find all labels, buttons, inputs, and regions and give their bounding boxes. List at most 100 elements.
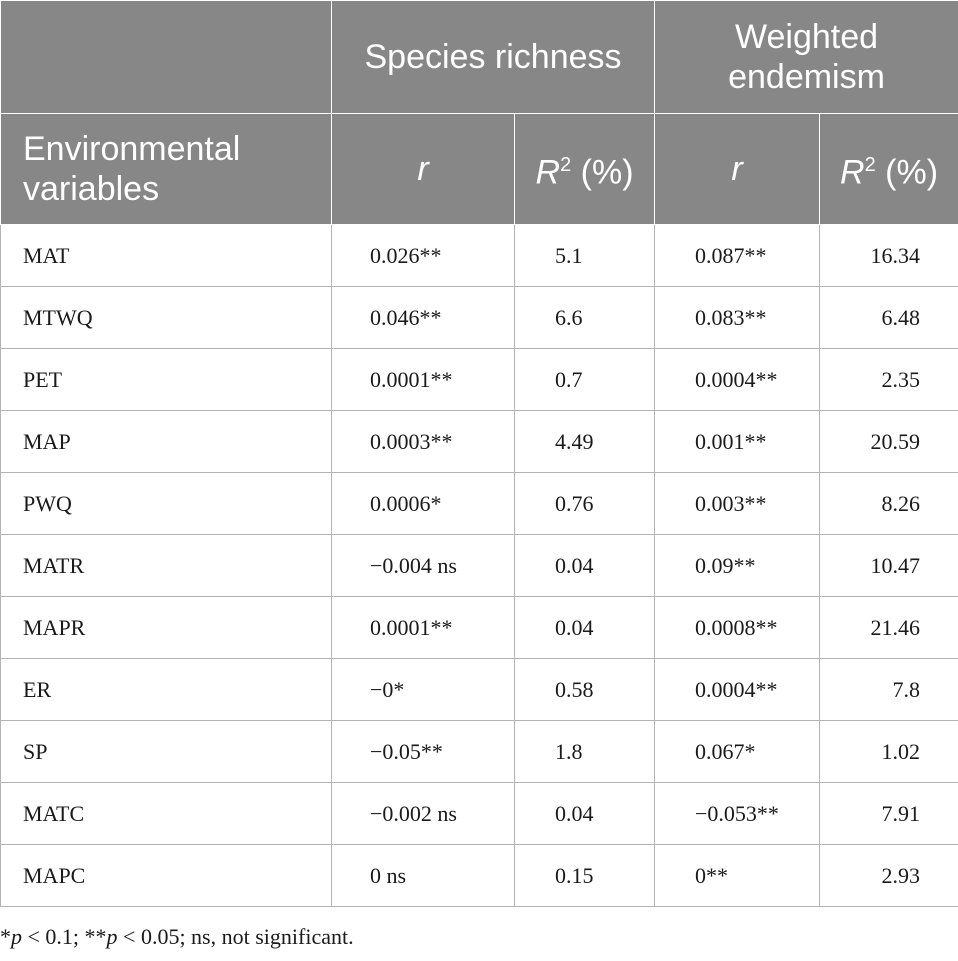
r-species-cell: 0.026**: [331, 224, 515, 287]
r2-species-cell: 1.8: [513, 720, 656, 783]
r2-superscript: 2: [864, 154, 876, 177]
r2-endemism-cell-value: 7.8: [892, 676, 921, 702]
variable-cell: MTWQ: [0, 286, 332, 349]
r2-species-cell: 0.76: [513, 472, 656, 535]
r2-endemism-cell: 10.47: [819, 534, 958, 597]
r2-endemism-cell: 16.34: [819, 224, 958, 287]
r2-species-cell: 0.7: [513, 348, 656, 411]
variable-cell-value: MTWQ: [23, 304, 93, 330]
r2-endemism-cell: 2.35: [819, 348, 958, 411]
r2-superscript: 2: [560, 154, 572, 177]
variable-cell: MATC: [0, 782, 332, 845]
r2-endemism-cell-value: 8.26: [881, 490, 921, 516]
r2-symbol: R: [840, 153, 865, 192]
r-endemism-cell: 0.0008**: [654, 596, 821, 659]
table-row: MAT 0.026** 5.1 0.087** 16.34: [0, 224, 958, 287]
r-endemism-cell: 0.0004**: [654, 348, 821, 411]
header-weighted-endemism: Weighted endemism: [654, 0, 958, 114]
r-endemism-cell-value: 0**: [695, 862, 729, 888]
r-endemism-cell-value: 0.09**: [695, 552, 756, 578]
variable-cell: SP: [0, 720, 332, 783]
r-endemism-cell-value: 0.0008**: [695, 614, 778, 640]
header-r2-endemism: R2 (%): [819, 113, 958, 225]
variable-cell: MAPC: [0, 844, 332, 907]
r-endemism-cell-value: 0.001**: [695, 428, 767, 454]
r-endemism-cell-value: 0.087**: [695, 242, 767, 268]
r-species-cell: 0.046**: [331, 286, 515, 349]
header-row-groups: Species richness Weighted endemism: [0, 0, 958, 114]
r2-species-cell-value: 0.04: [555, 552, 594, 578]
r-species-cell-value: 0.046**: [370, 304, 442, 330]
r-species-cell: 0.0001**: [331, 348, 515, 411]
r2-endemism-cell-value: 2.93: [881, 862, 921, 888]
r-species-cell-value: 0.0006*: [370, 490, 442, 516]
footnote-text-2: < 0.05; ns, not significant.: [117, 924, 354, 949]
table-footnote: *p < 0.1; **p < 0.05; ns, not significan…: [0, 924, 354, 950]
r2-endemism-cell-value: 10.47: [870, 552, 921, 578]
r-species-cell: −0.002 ns: [331, 782, 515, 845]
r2-endemism-cell: 6.48: [819, 286, 958, 349]
r-endemism-cell-value: 0.067*: [695, 738, 756, 764]
variable-cell-value: MATC: [23, 800, 85, 826]
footnote-p: p: [106, 924, 118, 949]
header-row-columns: Environmental variables r R2 (%) r R2 (%…: [0, 113, 958, 225]
r2-species-cell-value: 0.58: [555, 676, 594, 702]
r2-endemism-cell-value: 1.02: [881, 738, 921, 764]
variable-cell: MAT: [0, 224, 332, 287]
r-species-cell: 0.0001**: [331, 596, 515, 659]
r2-species-cell: 6.6: [513, 286, 656, 349]
r2-endemism-cell: 7.8: [819, 658, 958, 721]
r2-species-cell: 0.58: [513, 658, 656, 721]
header-species-richness: Species richness: [330, 0, 656, 114]
r2-species-cell-value: 0.04: [555, 614, 594, 640]
variable-cell: PWQ: [0, 472, 332, 535]
variable-cell-value: MATR: [23, 552, 85, 578]
r-endemism-cell: −0.053**: [654, 782, 821, 845]
r2-endemism-cell: 7.91: [819, 782, 958, 845]
r2-species-cell: 0.04: [513, 782, 656, 845]
table-row: MATR −0.004 ns 0.04 0.09** 10.47: [0, 534, 958, 597]
r2-endemism-cell-value: 16.34: [870, 242, 921, 268]
r2-endemism-cell-value: 21.46: [870, 614, 921, 640]
r2-species-cell-value: 4.49: [555, 428, 594, 454]
r-species-cell: −0*: [331, 658, 515, 721]
r2-species-cell-value: 0.15: [555, 862, 594, 888]
r-species-cell: −0.05**: [331, 720, 515, 783]
r-endemism-cell: 0**: [654, 844, 821, 907]
r2-species-cell-value: 6.6: [555, 304, 583, 330]
r-endemism-cell: 0.0004**: [654, 658, 821, 721]
r-endemism-cell-value: 0.0004**: [695, 366, 778, 392]
r-endemism-cell: 0.067*: [654, 720, 821, 783]
r2-unit: (%): [571, 153, 634, 192]
table-row: MATC −0.002 ns 0.04 −0.053** 7.91: [0, 782, 958, 845]
footnote-text-1: < 0.1; **: [22, 924, 107, 949]
r-species-cell-value: 0.0001**: [370, 366, 453, 392]
r2-species-cell: 4.49: [513, 410, 656, 473]
variable-cell: MATR: [0, 534, 332, 597]
r-species-cell: 0.0003**: [331, 410, 515, 473]
r2-species-cell-value: 5.1: [555, 242, 583, 268]
r-species-cell-value: 0.0001**: [370, 614, 453, 640]
table-body: MAT 0.026** 5.1 0.087** 16.34 MTWQ 0.046** 6.6 0…: [0, 224, 958, 907]
variable-cell-value: PWQ: [23, 490, 72, 516]
r2-species-cell: 0.04: [513, 596, 656, 659]
header-environmental-variables: Environmental variables: [0, 113, 332, 225]
r2-endemism-cell: 21.46: [819, 596, 958, 659]
variable-cell-value: MAT: [23, 242, 70, 268]
r2-endemism-cell-value: 2.35: [881, 366, 921, 392]
r2-species-cell: 0.04: [513, 534, 656, 597]
table-row: MTWQ 0.046** 6.6 0.083** 6.48: [0, 286, 958, 349]
table-row: PET 0.0001** 0.7 0.0004** 2.35: [0, 348, 958, 411]
r-endemism-cell: 0.083**: [654, 286, 821, 349]
r-symbol: r: [417, 150, 429, 188]
r-endemism-cell-value: 0.0004**: [695, 676, 778, 702]
r2-unit: (%): [875, 153, 939, 192]
variable-cell-value: MAPC: [23, 862, 86, 888]
r2-endemism-cell: 8.26: [819, 472, 958, 535]
r2-species-cell-value: 1.8: [555, 738, 583, 764]
r2-endemism-cell-value: 7.91: [881, 800, 921, 826]
r-species-cell-value: −0.05**: [370, 738, 443, 764]
r-endemism-cell: 0.001**: [654, 410, 821, 473]
header-r-endemism: r: [654, 113, 821, 225]
r2-endemism-cell: 1.02: [819, 720, 958, 783]
